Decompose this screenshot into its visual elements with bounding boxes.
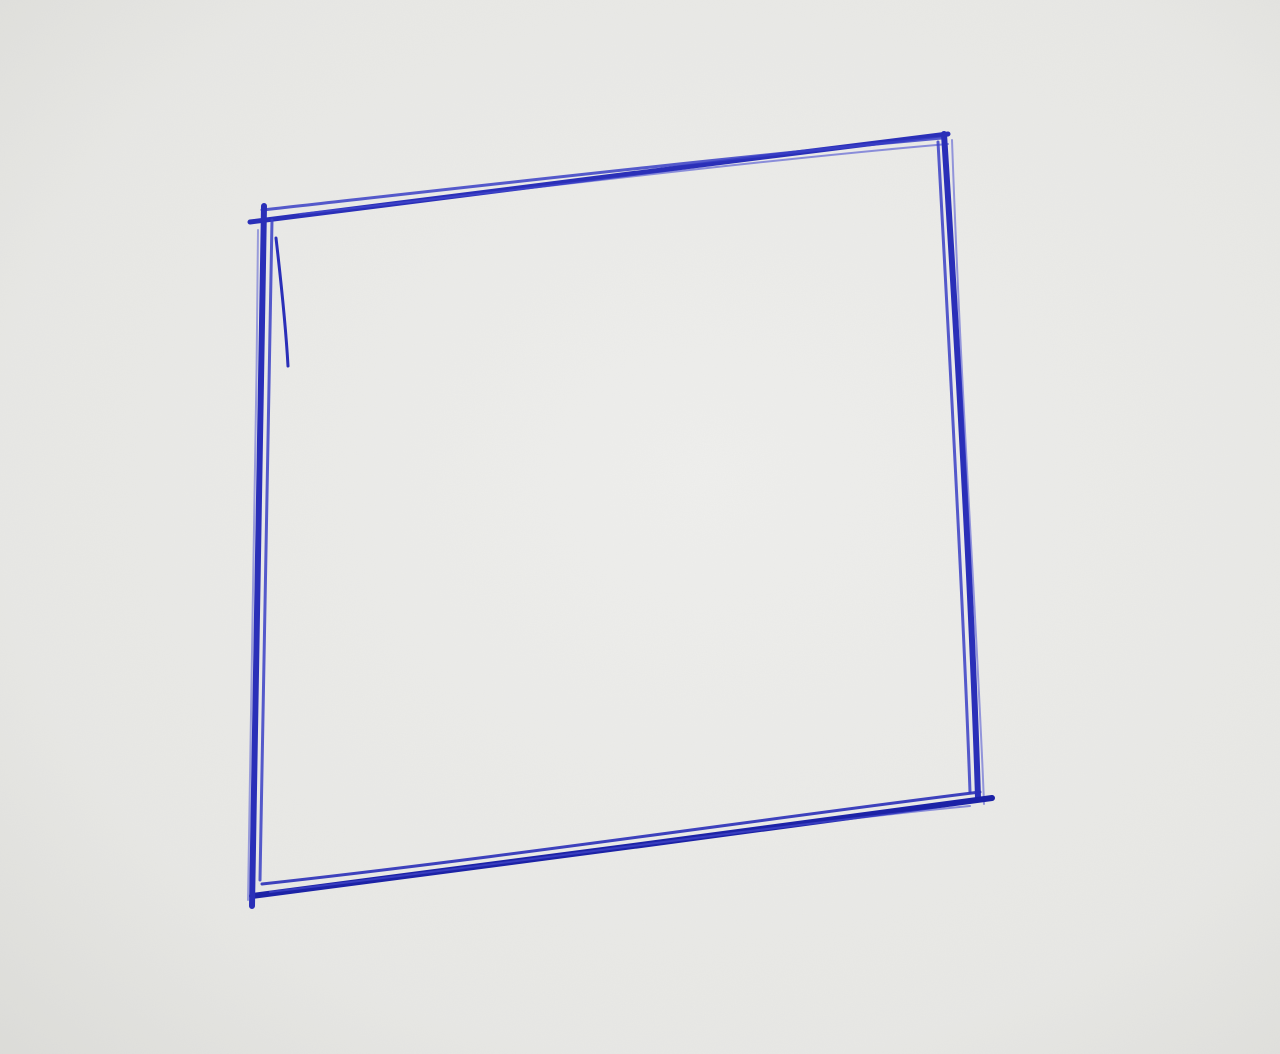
right-edge-stroke: [936, 131, 985, 805]
left-edge-stroke: [247, 203, 290, 909]
top-edge-stroke: [247, 131, 951, 225]
drawn-square: [247, 131, 995, 909]
bottom-edge-stroke: [249, 790, 995, 899]
